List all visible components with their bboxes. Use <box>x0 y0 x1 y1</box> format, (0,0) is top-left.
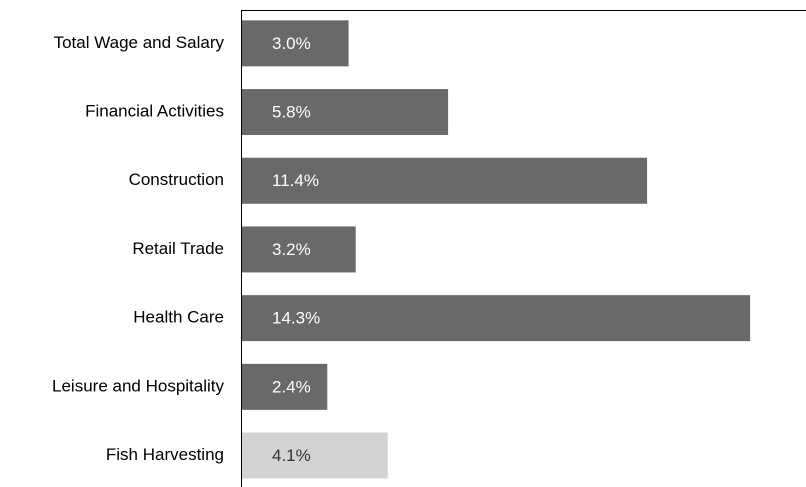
y-tick-label: Leisure and Hospitality <box>52 376 224 395</box>
value-label: 3.0% <box>272 34 311 53</box>
y-tick-label: Fish Harvesting <box>106 445 224 464</box>
bar <box>242 89 449 136</box>
value-label: 3.2% <box>272 240 311 259</box>
bar <box>242 363 328 410</box>
value-label: 4.1% <box>272 446 311 465</box>
y-tick-label: Total Wage and Salary <box>54 33 225 52</box>
y-tick-label: Retail Trade <box>132 239 224 258</box>
y-tick-label: Health Care <box>133 308 224 327</box>
bar <box>242 226 356 273</box>
value-label: 11.4% <box>272 171 319 190</box>
bar <box>242 20 349 67</box>
bar <box>242 157 648 204</box>
y-tick-label: Financial Activities <box>85 102 224 121</box>
value-label: 14.3% <box>272 309 320 328</box>
y-tick-label: Construction <box>129 170 224 189</box>
bar <box>242 295 751 342</box>
value-label: 2.4% <box>272 377 311 396</box>
value-label: 5.8% <box>272 103 311 122</box>
bar <box>242 432 388 479</box>
